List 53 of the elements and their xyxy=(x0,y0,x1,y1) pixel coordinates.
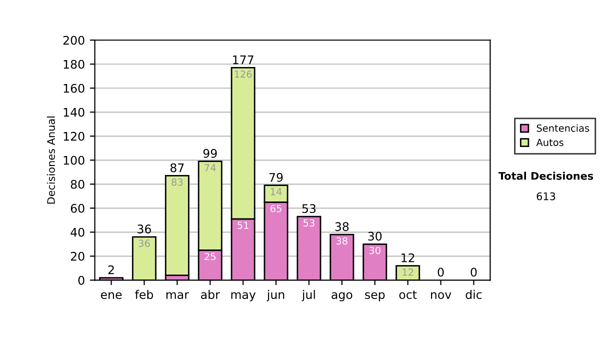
y-tick-label: 120 xyxy=(64,132,84,141)
data-label: 25 xyxy=(204,252,216,260)
x-tick-label: may xyxy=(231,292,256,302)
total-label: 79 xyxy=(269,172,283,182)
x-tick-label: nov xyxy=(431,292,452,300)
x-tick-label: jun xyxy=(266,290,284,302)
total-label: 0 xyxy=(438,268,444,277)
total-label: 38 xyxy=(335,222,349,232)
x-tick-label: oct xyxy=(399,290,417,300)
x-tick-label: abr xyxy=(201,290,220,300)
data-label: 12 xyxy=(402,268,414,276)
y-tick-label: 0 xyxy=(78,276,84,285)
x-tick-label: mar xyxy=(166,292,189,300)
text: Total Decisiones xyxy=(498,172,594,180)
y-tick-label: 60 xyxy=(70,204,84,213)
data-label: 74 xyxy=(204,164,216,172)
total-label: 36 xyxy=(138,224,151,234)
x-tick-label: ene xyxy=(100,292,122,300)
y-tick-label: 20 xyxy=(70,252,84,261)
total-label: 2 xyxy=(108,265,114,274)
y-tick-label: 40 xyxy=(70,228,84,237)
total-label: 177 xyxy=(233,55,254,64)
data-label: 38 xyxy=(336,237,348,245)
data-label: 36 xyxy=(138,240,150,247)
data-label: 51 xyxy=(238,222,248,229)
y-axis-title: Decisiones Anual xyxy=(46,116,55,204)
data-label: 65 xyxy=(270,204,282,212)
y-tick-label: 100 xyxy=(64,156,84,165)
data-label: 83 xyxy=(172,178,183,186)
total-label: 87 xyxy=(170,163,184,172)
total-label: 0 xyxy=(470,268,477,277)
y-tick-label: 200 xyxy=(63,36,84,45)
legend-label: Sentencias xyxy=(536,124,590,132)
y-tick-label: 140 xyxy=(64,108,84,117)
data-label: 126 xyxy=(234,70,252,78)
data-label: 14 xyxy=(270,188,282,196)
legend-label: Autos xyxy=(536,138,564,146)
x-tick-label: dic xyxy=(466,290,482,300)
bar xyxy=(164,175,190,276)
data-label: 53 xyxy=(304,219,314,227)
x-tick-label: ago xyxy=(332,292,352,302)
total-label: 30 xyxy=(368,232,382,241)
total-label: 53 xyxy=(302,204,316,214)
x-tick-label: jul xyxy=(302,290,315,302)
total-label: 12 xyxy=(402,253,414,262)
x-tick-label: feb xyxy=(135,290,154,300)
x-tick-label: sep xyxy=(365,292,385,302)
data-label: 30 xyxy=(369,246,380,254)
total-label: 99 xyxy=(203,148,217,158)
y-tick-label: 80 xyxy=(70,180,84,189)
text: 613 xyxy=(536,192,556,200)
y-tick-label: 160 xyxy=(64,84,84,93)
y-tick-label: 180 xyxy=(64,60,84,69)
